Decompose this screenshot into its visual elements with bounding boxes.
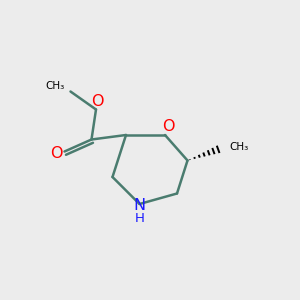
Text: O: O [50, 146, 62, 160]
Text: H: H [135, 212, 144, 225]
Text: CH₃: CH₃ [230, 142, 249, 152]
Text: N: N [134, 198, 146, 213]
Text: CH₃: CH₃ [45, 81, 64, 91]
Text: O: O [92, 94, 104, 110]
Text: O: O [162, 119, 175, 134]
